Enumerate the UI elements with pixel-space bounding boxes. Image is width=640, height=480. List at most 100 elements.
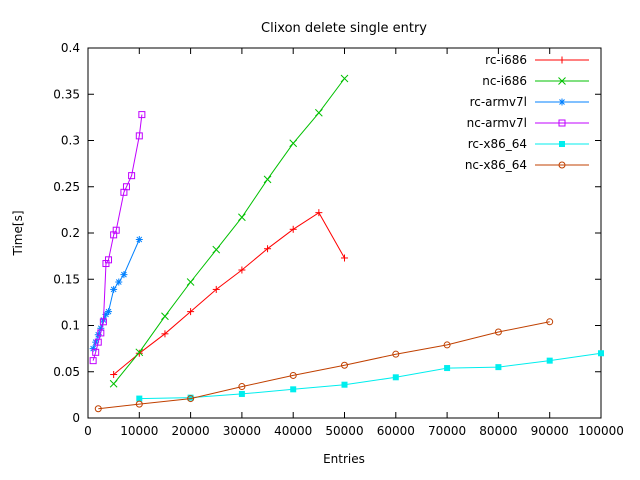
cross-marker-icon — [186, 278, 195, 286]
x-tick-label: 20000 — [172, 424, 210, 438]
asterisk-marker-icon — [90, 345, 97, 352]
legend-entry-rc-x86_64: rc-x86_64 — [468, 137, 589, 151]
legend-label: rc-armv7l — [470, 95, 527, 109]
y-tick-label: 0.35 — [53, 87, 80, 101]
square-filled-marker-icon — [290, 386, 297, 393]
x-tick-label: 10000 — [120, 424, 158, 438]
square-open-marker-icon — [135, 132, 143, 140]
legend-entry-nc-i686: nc-i686 — [482, 74, 589, 88]
circle-open-marker-icon — [94, 405, 102, 413]
x-tick-label: 90000 — [531, 424, 569, 438]
square-filled-marker-icon — [341, 381, 348, 388]
legend-entry-rc-armv7l: rc-armv7l — [470, 95, 589, 109]
series-rc-x86_64 — [136, 350, 604, 402]
circle-open-marker-icon — [238, 383, 246, 391]
square-open-marker-icon — [92, 348, 100, 356]
y-tick-label: 0.3 — [61, 134, 80, 148]
square-filled-marker-icon — [598, 350, 604, 357]
square-open-marker-icon — [112, 226, 120, 234]
cross-marker-icon — [263, 175, 272, 184]
x-tick-label: 70000 — [428, 424, 466, 438]
square-open-marker-icon — [105, 256, 113, 264]
asterisk-marker-icon — [559, 99, 565, 105]
square-open-marker-icon — [94, 338, 102, 346]
square-filled-marker-icon — [238, 390, 245, 397]
series-line-nc-i686 — [113, 78, 345, 385]
asterisk-marker-icon — [121, 271, 127, 278]
square-filled-marker-icon — [495, 364, 502, 371]
series-line-rc-armv7l — [92, 239, 140, 349]
y-tick-label: 0.4 — [61, 41, 80, 55]
x-tick-label: 100000 — [578, 424, 624, 438]
x-tick-label: 0 — [84, 424, 92, 438]
x-tick-label: 50000 — [325, 424, 363, 438]
legend-entry-nc-armv7l: nc-armv7l — [467, 116, 589, 130]
legend-label: nc-i686 — [482, 74, 527, 88]
y-tick-label: 0.1 — [61, 319, 80, 333]
legend-label: nc-armv7l — [467, 116, 527, 130]
x-tick-label: 40000 — [274, 424, 312, 438]
circle-open-marker-icon — [289, 371, 297, 379]
cross-marker-icon — [314, 108, 323, 117]
legend-label: nc-x86_64 — [465, 158, 527, 172]
square-open-marker-icon — [138, 111, 146, 119]
series-nc-x86_64 — [94, 318, 554, 413]
y-tick-label: 0.2 — [61, 226, 80, 240]
cross-marker-icon — [212, 245, 221, 254]
chart-title: Clixon delete single entry — [261, 21, 427, 36]
circle-open-marker-icon — [494, 328, 502, 336]
series-line-rc-i686 — [113, 211, 345, 375]
series-nc-i686 — [109, 74, 349, 388]
cross-marker-icon — [289, 139, 298, 148]
cross-marker-icon — [238, 213, 246, 222]
circle-open-marker-icon — [135, 400, 143, 408]
circle-open-marker-icon — [558, 161, 566, 169]
asterisk-marker-icon — [115, 279, 122, 285]
x-tick-label: 30000 — [223, 424, 261, 438]
circle-open-marker-icon — [341, 361, 348, 369]
square-open-marker-icon — [99, 318, 107, 326]
square-filled-marker-icon — [187, 394, 194, 401]
series-nc-armv7l — [89, 111, 146, 365]
series-line-rc-x86_64 — [139, 352, 602, 400]
y-tick-label: 0 — [72, 411, 80, 425]
square-open-marker-icon — [122, 183, 130, 191]
cross-marker-icon — [161, 312, 169, 321]
asterisk-marker-icon — [110, 286, 117, 293]
cross-marker-icon — [558, 77, 566, 85]
square-open-marker-icon — [128, 172, 136, 180]
square-filled-marker-icon — [392, 374, 399, 381]
cross-marker-icon — [109, 379, 118, 388]
circle-open-marker-icon — [187, 395, 195, 403]
square-open-marker-icon — [89, 357, 97, 365]
y-tick-label: 0.05 — [53, 365, 80, 379]
cross-marker-icon — [340, 74, 349, 83]
circle-open-marker-icon — [443, 341, 451, 349]
legend-label: rc-x86_64 — [468, 137, 527, 151]
circle-open-marker-icon — [546, 318, 554, 326]
cross-marker-icon — [135, 348, 144, 357]
x-tick-label: 80000 — [479, 424, 517, 438]
y-tick-label: 0.15 — [53, 272, 80, 286]
square-open-marker-icon — [558, 119, 566, 127]
asterisk-marker-icon — [136, 236, 143, 243]
x-tick-label: 60000 — [377, 424, 415, 438]
series-line-nc-armv7l — [92, 114, 143, 361]
series-line-nc-x86_64 — [98, 321, 550, 410]
x-axis-label: Entries — [323, 452, 365, 466]
y-axis-label: Time[s] — [11, 211, 25, 257]
legend-entry-nc-x86_64: nc-x86_64 — [465, 158, 589, 172]
plot-area: 0 10000 20000 30000 40000 50000 60000 70000 8000… — [53, 41, 624, 438]
legend-entry-rc-i686: rc-i686 — [485, 53, 589, 67]
legend-label: rc-i686 — [485, 53, 527, 67]
square-filled-marker-icon — [136, 395, 143, 402]
square-filled-marker-icon — [546, 357, 553, 364]
square-filled-marker-icon — [444, 365, 451, 372]
series-rc-i686 — [110, 209, 348, 379]
square-filled-marker-icon — [559, 141, 565, 147]
circle-open-marker-icon — [392, 350, 400, 358]
y-tick-label: 0.25 — [53, 180, 80, 194]
asterisk-marker-icon — [105, 308, 112, 315]
